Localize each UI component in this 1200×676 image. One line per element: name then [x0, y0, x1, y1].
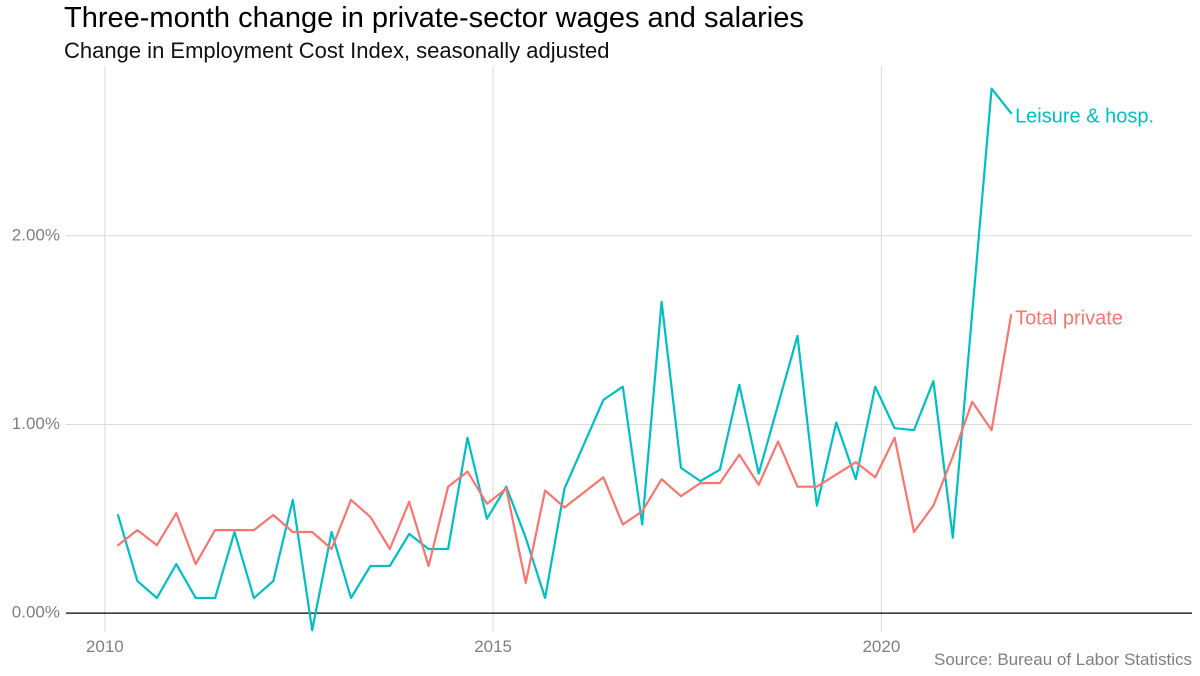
x-tick-label: 2015 [474, 637, 512, 656]
series [116, 87, 1013, 632]
axes: 2010 2015 2020 0.00% 1.00% 2.00% [12, 225, 1192, 656]
series-line-leisure-hosp [116, 87, 1013, 632]
series-label-leisure-hosp: Leisure & hosp. [1015, 105, 1154, 127]
x-tick-label: 2020 [862, 637, 900, 656]
series-line-total-private [116, 313, 1013, 584]
series-label-total-private: Total private [1015, 307, 1123, 329]
grid [66, 66, 1192, 632]
source-note: Source: Bureau of Labor Statistics [934, 650, 1192, 669]
y-tick-label: 0.00% [12, 603, 60, 622]
y-tick-label: 2.00% [12, 225, 60, 244]
y-tick-label: 1.00% [12, 414, 60, 433]
chart-title: Three-month change in private-sector wag… [64, 2, 804, 34]
x-tick-label: 2010 [86, 637, 124, 656]
chart-subtitle: Change in Employment Cost Index, seasona… [64, 38, 610, 63]
series-labels: Leisure & hosp. Total private [1015, 105, 1154, 329]
